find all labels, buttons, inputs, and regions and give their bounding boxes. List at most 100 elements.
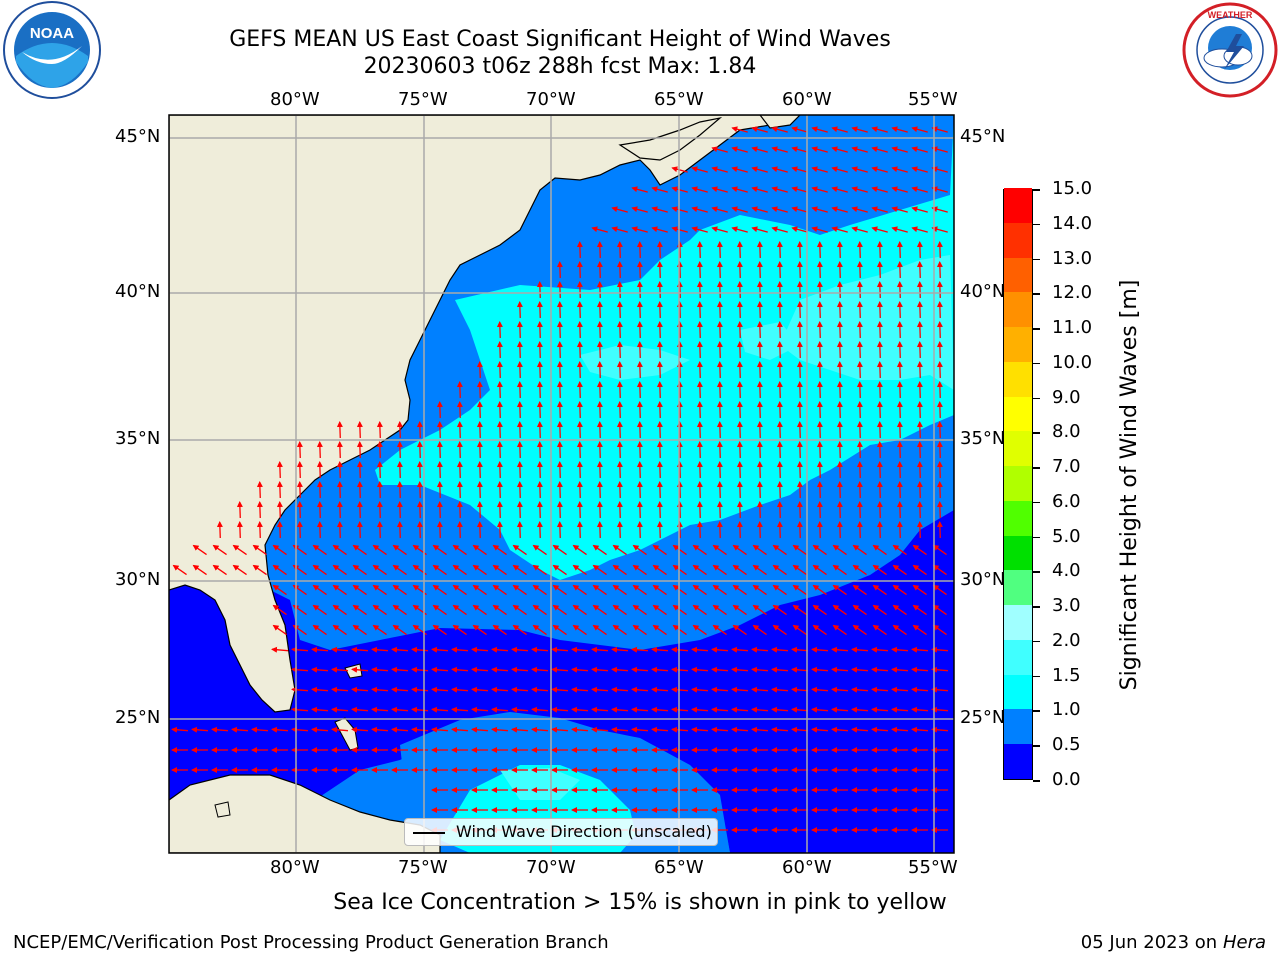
wave-direction-arrow	[731, 166, 748, 173]
wave-direction-arrow	[832, 604, 847, 616]
wave-direction-arrow	[751, 686, 769, 693]
wave-direction-arrow	[716, 321, 723, 339]
wave-direction-arrow	[512, 564, 527, 576]
wave-direction-arrow	[591, 706, 609, 713]
legend: Wind Wave Direction (unscaled)	[404, 818, 718, 846]
credit-text: NCEP/EMC/Verification Post Processing Pr…	[13, 932, 609, 953]
wave-direction-arrow	[456, 401, 463, 419]
wave-direction-arrow	[652, 584, 667, 596]
wave-direction-arrow	[731, 706, 749, 713]
wave-direction-arrow	[836, 341, 843, 359]
wave-direction-arrow	[576, 501, 583, 519]
wave-direction-arrow	[692, 584, 707, 596]
wave-direction-arrow	[312, 584, 327, 596]
chart-title: GEFS MEAN US East Coast Significant Heig…	[229, 27, 891, 52]
wave-direction-arrow	[776, 501, 783, 519]
wave-direction-arrow	[612, 564, 627, 576]
wave-direction-arrow	[751, 226, 768, 233]
wave-direction-arrow	[751, 726, 769, 733]
wave-direction-arrow	[371, 726, 389, 733]
wave-direction-arrow	[792, 624, 807, 636]
lat-label-right: 45°N	[960, 126, 1006, 147]
wave-direction-arrow	[756, 341, 763, 359]
wave-direction-arrow	[616, 421, 623, 439]
wave-direction-arrow	[616, 441, 623, 459]
wave-direction-arrow	[452, 584, 467, 596]
wave-direction-arrow	[911, 126, 928, 133]
wave-direction-arrow	[636, 261, 643, 279]
lon-label-bottom: 75°W	[398, 857, 448, 878]
wave-direction-arrow	[836, 301, 843, 319]
wave-direction-arrow	[892, 624, 907, 636]
colorbar-segment	[1004, 257, 1032, 293]
wave-direction-arrow	[671, 186, 688, 193]
wave-direction-arrow	[491, 686, 509, 693]
wave-direction-arrow	[831, 726, 849, 733]
wave-direction-arrow	[616, 401, 623, 419]
wave-direction-arrow	[911, 706, 929, 713]
wave-direction-arrow	[796, 481, 803, 499]
wave-direction-arrow	[172, 564, 187, 576]
wave-direction-arrow	[871, 226, 888, 233]
wave-direction-arrow	[616, 241, 623, 259]
wave-direction-arrow	[552, 564, 567, 576]
wave-direction-arrow	[332, 564, 347, 576]
wave-direction-arrow	[496, 481, 503, 499]
lon-label-top: 55°W	[908, 89, 958, 110]
wave-direction-arrow	[616, 461, 623, 479]
wave-direction-arrow	[911, 146, 928, 153]
wave-direction-arrow	[296, 461, 303, 479]
wave-direction-arrow	[691, 706, 709, 713]
colorbar-tick	[1033, 258, 1040, 261]
wave-direction-arrow	[351, 686, 369, 693]
wave-direction-arrow	[711, 686, 729, 693]
wave-direction-arrow	[936, 441, 943, 459]
wave-direction-arrow	[536, 501, 543, 519]
wave-direction-arrow	[576, 281, 583, 299]
wave-direction-arrow	[792, 604, 807, 616]
wave-direction-arrow	[711, 186, 728, 193]
wave-direction-arrow	[552, 584, 567, 596]
wave-direction-arrow	[616, 481, 623, 499]
wave-direction-arrow	[716, 301, 723, 319]
wave-direction-arrow	[631, 666, 649, 673]
wave-direction-arrow	[732, 604, 747, 616]
wave-direction-arrow	[776, 441, 783, 459]
wave-direction-arrow	[436, 501, 443, 519]
wave-direction-arrow	[776, 241, 783, 259]
wave-direction-arrow	[716, 481, 723, 499]
colorbar-tick-label: 2.0	[1052, 629, 1081, 651]
wave-direction-arrow	[552, 624, 567, 636]
wave-direction-arrow	[391, 686, 409, 693]
lon-label-bottom: 65°W	[654, 857, 704, 878]
wave-direction-arrow	[416, 501, 423, 519]
wave-direction-arrow	[712, 584, 727, 596]
wave-direction-arrow	[596, 301, 603, 319]
wave-direction-arrow	[836, 361, 843, 379]
wave-direction-arrow	[796, 501, 803, 519]
wave-direction-arrow	[816, 241, 823, 259]
wave-direction-arrow	[776, 341, 783, 359]
wave-direction-arrow	[671, 206, 688, 213]
wave-direction-arrow	[716, 361, 723, 379]
wave-direction-arrow	[796, 441, 803, 459]
wave-direction-arrow	[351, 666, 369, 673]
wave-direction-arrow	[892, 584, 907, 596]
wave-direction-arrow	[891, 666, 909, 673]
wave-direction-arrow	[536, 341, 543, 359]
wave-direction-arrow	[731, 146, 748, 153]
wave-direction-arrow	[816, 261, 823, 279]
wave-direction-arrow	[616, 361, 623, 379]
legend-line-icon	[413, 832, 445, 834]
wave-direction-arrow	[411, 686, 429, 693]
wave-direction-arrow	[592, 624, 607, 636]
wave-direction-arrow	[336, 421, 343, 439]
wave-direction-arrow	[876, 261, 883, 279]
wave-direction-arrow	[796, 421, 803, 439]
wave-direction-arrow	[816, 521, 823, 539]
wave-direction-arrow	[676, 461, 683, 479]
wave-direction-arrow	[656, 381, 663, 399]
wave-direction-arrow	[516, 401, 523, 419]
wave-direction-arrow	[736, 301, 743, 319]
wave-direction-arrow	[836, 281, 843, 299]
